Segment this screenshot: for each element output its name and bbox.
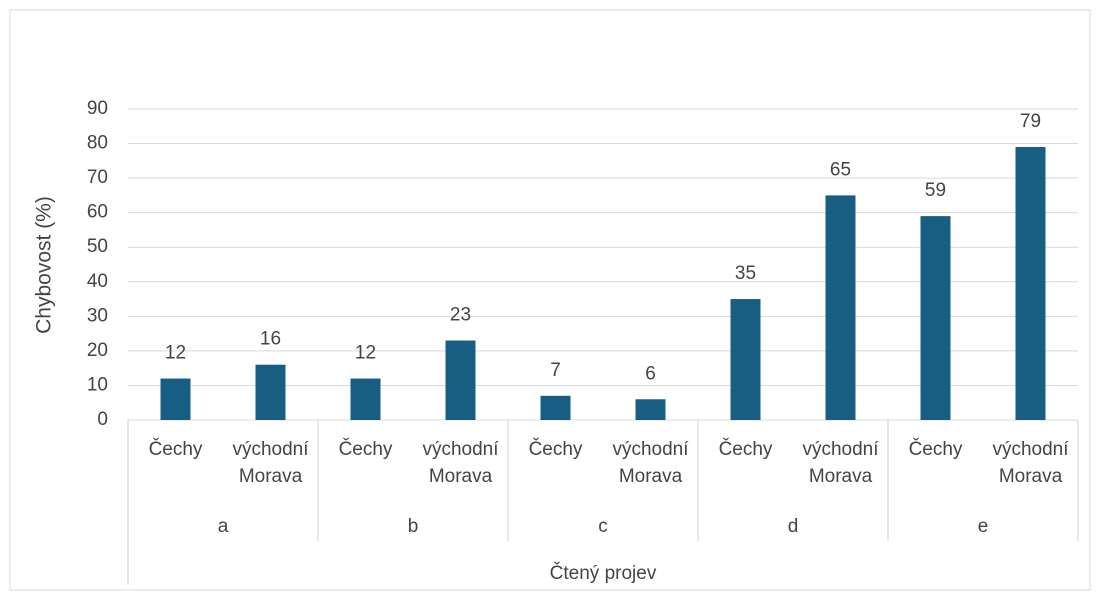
data-label: 16 bbox=[260, 329, 281, 350]
y-tick-label: 60 bbox=[87, 202, 108, 223]
bar bbox=[445, 340, 476, 420]
y-tick-label: 90 bbox=[87, 98, 108, 119]
group-label: e bbox=[978, 516, 989, 537]
data-label: 35 bbox=[735, 263, 756, 284]
y-tick-label: 20 bbox=[87, 340, 108, 361]
x-tick-label: východní Morava bbox=[992, 439, 1069, 487]
bar bbox=[635, 399, 666, 420]
bar bbox=[1015, 147, 1046, 420]
bar bbox=[160, 378, 191, 420]
x-tick-label: Čechy bbox=[149, 438, 203, 460]
data-label: 12 bbox=[165, 343, 186, 364]
data-label: 65 bbox=[830, 159, 851, 180]
bar bbox=[825, 195, 856, 420]
group-label: b bbox=[408, 516, 419, 537]
x-tick-label: východní Morava bbox=[612, 439, 689, 487]
data-label: 12 bbox=[355, 343, 376, 364]
x-tick-label: Čechy bbox=[909, 438, 963, 460]
x-tick-label: východní Morava bbox=[802, 439, 879, 487]
y-axis-title: Chybovost (%) bbox=[33, 196, 56, 334]
group-label: a bbox=[218, 516, 229, 537]
y-tick-label: 10 bbox=[87, 374, 108, 395]
y-tick-label: 50 bbox=[87, 236, 108, 257]
x-tick-label: Čechy bbox=[339, 438, 393, 460]
x-tick-label: východní Morava bbox=[232, 439, 309, 487]
chart-frame bbox=[9, 9, 1091, 591]
y-tick-label: 70 bbox=[87, 167, 108, 188]
y-tick-label: 30 bbox=[87, 305, 108, 326]
x-axis-title: Čtený projev bbox=[550, 562, 657, 584]
bar bbox=[920, 216, 951, 420]
bar bbox=[730, 299, 761, 420]
x-tick-label: Čechy bbox=[719, 438, 773, 460]
group-label: c bbox=[598, 516, 608, 537]
x-tick-label: východní Morava bbox=[422, 439, 499, 487]
y-tick-label: 0 bbox=[97, 409, 108, 430]
data-label: 59 bbox=[925, 180, 946, 201]
data-label: 7 bbox=[550, 360, 561, 381]
group-label: d bbox=[788, 516, 799, 537]
bar bbox=[350, 378, 381, 420]
x-tick-label: Čechy bbox=[529, 438, 583, 460]
data-label: 23 bbox=[450, 305, 471, 326]
data-label: 6 bbox=[645, 363, 656, 384]
y-tick-label: 40 bbox=[87, 271, 108, 292]
data-label: 79 bbox=[1020, 111, 1041, 132]
y-tick-label: 80 bbox=[87, 133, 108, 154]
bar bbox=[540, 395, 571, 420]
bar bbox=[255, 364, 286, 420]
